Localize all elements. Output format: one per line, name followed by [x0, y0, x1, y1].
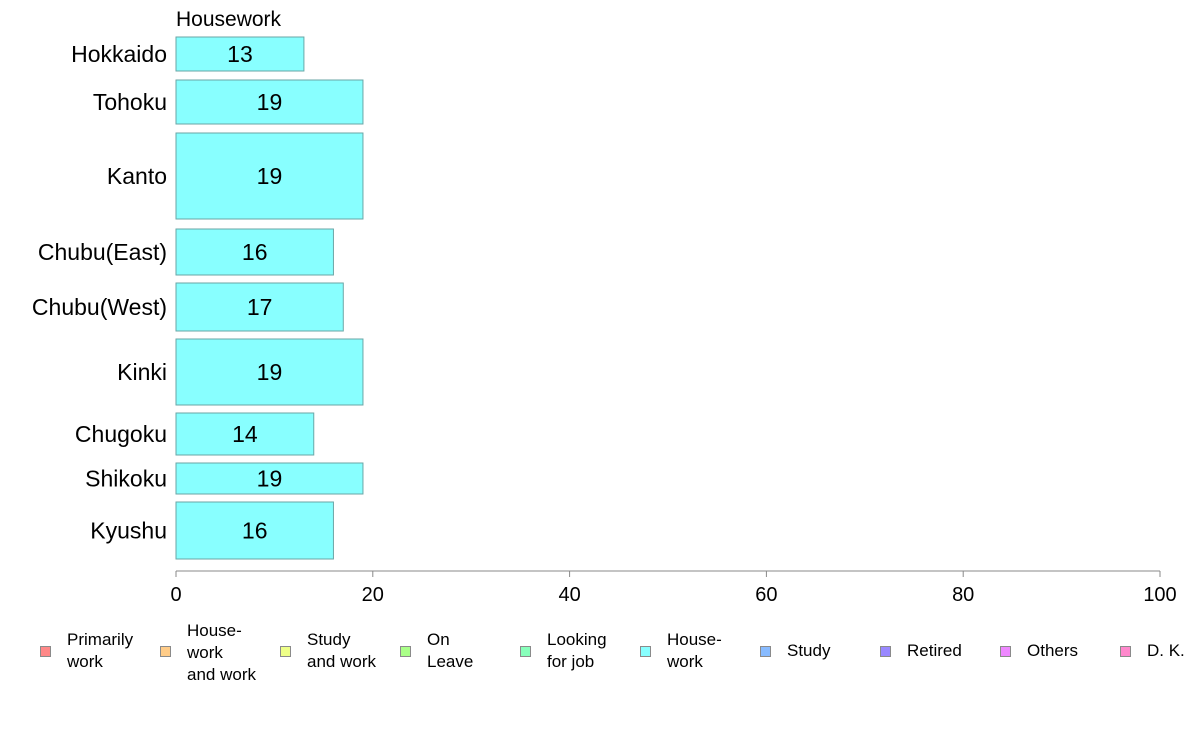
legend-item: Others: [1000, 640, 1078, 662]
legend-swatch: [1000, 646, 1011, 657]
legend-swatch: [760, 646, 771, 657]
legend-item: D. K.: [1120, 640, 1185, 662]
x-tick-label: 100: [1143, 584, 1176, 606]
legend-item: Primarily work: [40, 629, 133, 673]
data-label: 16: [242, 239, 268, 265]
legend-label: Primarily work: [67, 630, 134, 671]
bar-hokkaido: [175, 36, 305, 72]
legend-label: House- work and work: [187, 621, 256, 684]
legend-item: Looking for job: [520, 629, 607, 673]
legend-label: Study and work: [307, 630, 376, 671]
legend-item: Retired: [880, 640, 962, 662]
legend-swatch: [640, 646, 651, 657]
legend-label: Retired: [907, 641, 962, 660]
category-label: Shikoku: [85, 466, 167, 492]
bar-kanto: [175, 132, 364, 220]
legend-swatch: [160, 646, 171, 657]
legend-label: On Leave: [427, 630, 474, 671]
x-tick-label: 0: [170, 584, 181, 606]
data-label: 19: [257, 466, 283, 492]
data-label: 13: [227, 41, 253, 67]
data-label: 17: [247, 294, 273, 320]
bar-kyushu: [175, 501, 334, 560]
data-label: 19: [257, 163, 283, 189]
legend-label: D. K.: [1147, 641, 1185, 660]
x-tick-label: 80: [952, 584, 974, 606]
legend-swatch: [280, 646, 291, 657]
data-label: 14: [232, 421, 258, 447]
bar-chugoku: [175, 412, 315, 456]
bar-chart: Housework Hokkaido 13 Tohoku 19 Kanto 19 Chubu…: [32, 8, 1177, 606]
category-label: Chubu(West): [32, 294, 167, 320]
legend-label: Others: [1027, 641, 1079, 660]
x-tick-label: 20: [362, 584, 384, 606]
legend-item: House- work and work: [160, 620, 256, 686]
legend-item: House- work: [640, 629, 722, 673]
category-label: Tohoku: [93, 89, 167, 115]
bar-chubu-west: [175, 282, 344, 332]
legend-label: Study: [787, 641, 831, 660]
category-label: Kanto: [107, 163, 167, 189]
legend-item: On Leave: [400, 629, 473, 673]
x-axis: 0 20 40 60 80 100: [170, 570, 1177, 606]
category-label: Kyushu: [90, 518, 167, 544]
bar-tohoku: [175, 79, 364, 125]
legend-label: House- work: [667, 630, 722, 671]
legend-item: Study: [760, 640, 830, 662]
legend: Primarily work House- work and work Study …: [0, 620, 1188, 690]
bar-kinki: [175, 338, 364, 406]
x-tick-label: 40: [558, 584, 580, 606]
legend-swatch: [40, 646, 51, 657]
x-tick-label: 60: [755, 584, 777, 606]
legend-swatch: [520, 646, 531, 657]
legend-swatch: [880, 646, 891, 657]
data-label: 16: [242, 518, 268, 544]
legend-swatch: [1120, 646, 1131, 657]
data-label: 19: [257, 89, 283, 115]
category-label: Kinki: [117, 359, 167, 385]
bar-chubu-east: [175, 228, 334, 276]
bar-shikoku: [175, 462, 364, 495]
legend-item: Study and work: [280, 629, 376, 673]
data-label: 19: [257, 359, 283, 385]
bars-group: Hokkaido 13 Tohoku 19 Kanto 19 Chubu(East) 16 Ch…: [32, 36, 364, 560]
legend-label: Looking for job: [547, 630, 607, 671]
category-label: Chugoku: [75, 421, 167, 447]
category-label: Chubu(East): [38, 239, 167, 265]
category-label: Hokkaido: [71, 41, 167, 67]
legend-swatch: [400, 646, 411, 657]
chart-title: Housework: [176, 8, 282, 31]
